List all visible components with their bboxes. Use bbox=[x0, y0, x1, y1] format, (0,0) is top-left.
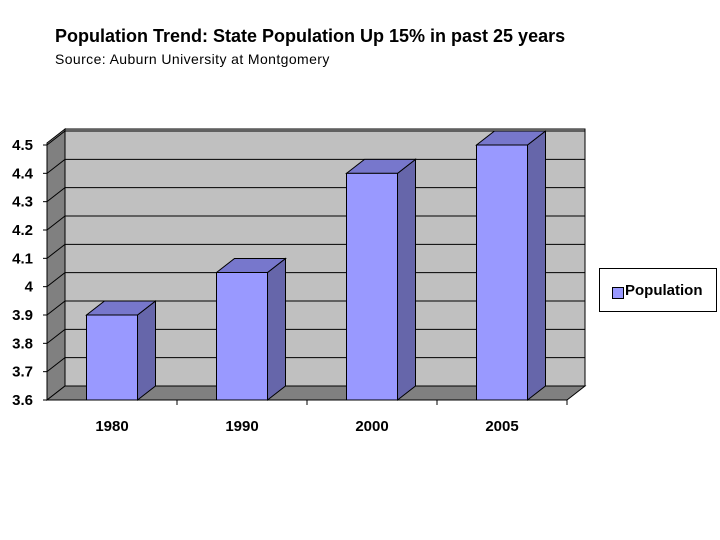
y-tick-label: 3.8 bbox=[12, 335, 33, 352]
legend: Population bbox=[599, 268, 717, 312]
bar-2005 bbox=[475, 129, 547, 402]
y-tick-label: 4.1 bbox=[12, 250, 33, 267]
y-tick-label: 4 bbox=[25, 279, 34, 296]
x-tick-label-1980: 1980 bbox=[95, 418, 128, 435]
y-tick-label: 4.3 bbox=[12, 194, 33, 211]
bar-front bbox=[216, 272, 268, 401]
bar-front bbox=[346, 172, 398, 401]
bar-side bbox=[137, 299, 156, 402]
y-axis-ticks: 3.6 3.7 3.8 3.9 4 4.1 4.2 4.3 4.4 4.5 bbox=[12, 137, 47, 409]
bar-front bbox=[86, 314, 138, 401]
legend-swatch-population bbox=[612, 287, 624, 299]
y-tick-label: 3.6 bbox=[12, 392, 33, 409]
chart-title: Population Trend: State Population Up 15… bbox=[55, 26, 566, 46]
bar-front bbox=[476, 144, 528, 401]
y-tick-label: 4.2 bbox=[12, 222, 33, 239]
x-tick-label-2005: 2005 bbox=[485, 418, 518, 435]
bar-2000 bbox=[345, 158, 417, 402]
bar-1980 bbox=[85, 299, 157, 402]
legend-label-population: Population bbox=[625, 282, 703, 299]
bar-side bbox=[267, 257, 286, 402]
y-tick-label: 3.9 bbox=[12, 307, 33, 324]
x-tick-label-1990: 1990 bbox=[225, 418, 258, 435]
bars bbox=[85, 129, 547, 402]
bar-1990 bbox=[215, 257, 287, 402]
x-axis-ticks: 1980 1990 2000 2005 bbox=[95, 400, 568, 435]
y-tick-label: 3.7 bbox=[12, 364, 33, 381]
bar-side bbox=[397, 158, 416, 402]
bar-side bbox=[527, 129, 546, 402]
x-tick-label-2000: 2000 bbox=[355, 418, 388, 435]
y-tick-label: 4.5 bbox=[12, 137, 33, 154]
y-tick-label: 4.4 bbox=[12, 165, 34, 182]
gridline bbox=[46, 130, 585, 146]
chart-subtitle: Source: Auburn University at Montgomery bbox=[55, 51, 330, 67]
